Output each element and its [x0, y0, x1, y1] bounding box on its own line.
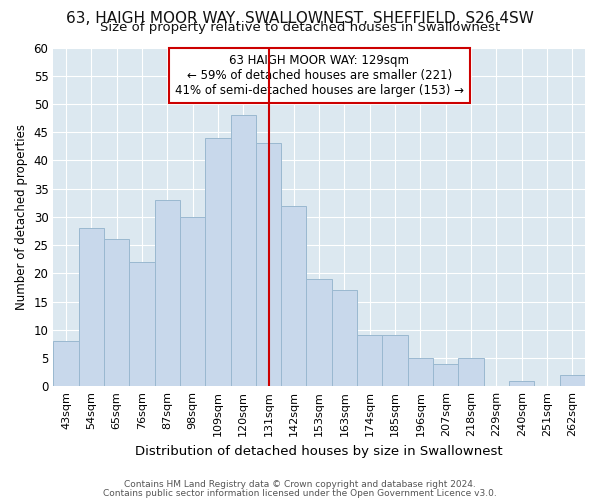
X-axis label: Distribution of detached houses by size in Swallownest: Distribution of detached houses by size … [136, 444, 503, 458]
Bar [104, 240, 129, 386]
Y-axis label: Number of detached properties: Number of detached properties [15, 124, 28, 310]
Text: Contains public sector information licensed under the Open Government Licence v3: Contains public sector information licen… [103, 488, 497, 498]
Bar [230, 115, 256, 386]
Bar [155, 200, 180, 386]
Text: Size of property relative to detached houses in Swallownest: Size of property relative to detached ho… [100, 21, 500, 34]
Bar [382, 336, 408, 386]
Text: Contains HM Land Registry data © Crown copyright and database right 2024.: Contains HM Land Registry data © Crown c… [124, 480, 476, 489]
Text: 63 HAIGH MOOR WAY: 129sqm
← 59% of detached houses are smaller (221)
41% of semi: 63 HAIGH MOOR WAY: 129sqm ← 59% of detac… [175, 54, 464, 98]
Bar [332, 290, 357, 386]
Text: 63, HAIGH MOOR WAY, SWALLOWNEST, SHEFFIELD, S26 4SW: 63, HAIGH MOOR WAY, SWALLOWNEST, SHEFFIE… [66, 11, 534, 26]
Bar [560, 375, 585, 386]
Bar [129, 262, 155, 386]
Bar [53, 341, 79, 386]
Bar [307, 279, 332, 386]
Bar [509, 380, 535, 386]
Bar [256, 144, 281, 386]
Bar [458, 358, 484, 386]
Bar [205, 138, 230, 386]
Bar [281, 206, 307, 386]
Bar [79, 228, 104, 386]
Bar [433, 364, 458, 386]
Bar [180, 217, 205, 386]
Bar [357, 336, 382, 386]
Bar [408, 358, 433, 386]
